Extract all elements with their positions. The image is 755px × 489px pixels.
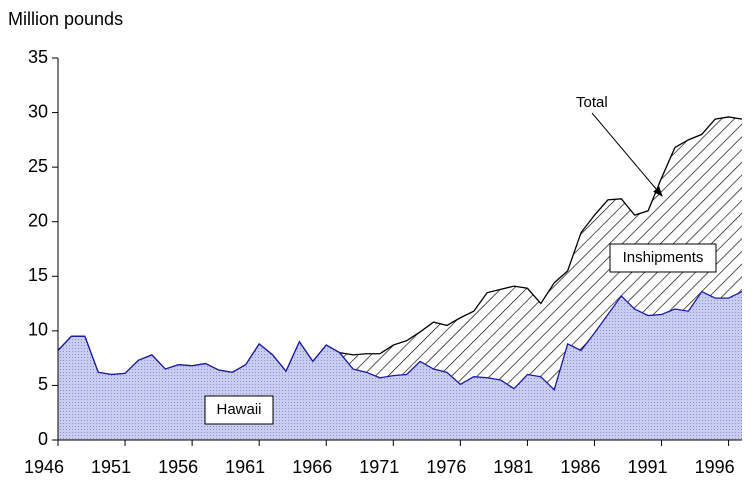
y-tick-label: 10 <box>28 320 48 340</box>
x-tick-label: 1961 <box>225 457 265 477</box>
x-tick-label: 1966 <box>292 457 332 477</box>
x-tick-label: 1951 <box>91 457 131 477</box>
x-tick-label: 1986 <box>560 457 600 477</box>
x-tick-label: 1981 <box>493 457 533 477</box>
y-tick-label: 15 <box>28 265 48 285</box>
y-tick-label: 5 <box>38 374 48 394</box>
series-line <box>57 290 743 392</box>
y-tick-label: 25 <box>28 156 48 176</box>
series-label: Total <box>576 94 608 111</box>
annotation-box <box>609 243 717 273</box>
series-label: Hawaii <box>216 401 261 418</box>
y-axis-label: Million pounds <box>8 9 123 29</box>
x-tick-label: 1946 <box>24 457 64 477</box>
y-tick-label: 35 <box>28 47 48 67</box>
y-tick-label: 30 <box>28 101 48 121</box>
x-tick-label: 1956 <box>158 457 198 477</box>
x-tick-label: 1971 <box>359 457 399 477</box>
y-tick-label: 20 <box>28 210 48 230</box>
x-tick-label: 1991 <box>628 457 668 477</box>
annotation: Inshipments <box>623 249 704 266</box>
annotation-arrow <box>591 112 663 197</box>
annotation-box <box>204 395 274 425</box>
y-tick-label: 0 <box>38 429 48 449</box>
x-tick-label: 1996 <box>695 457 735 477</box>
x-tick-label: 1976 <box>426 457 466 477</box>
